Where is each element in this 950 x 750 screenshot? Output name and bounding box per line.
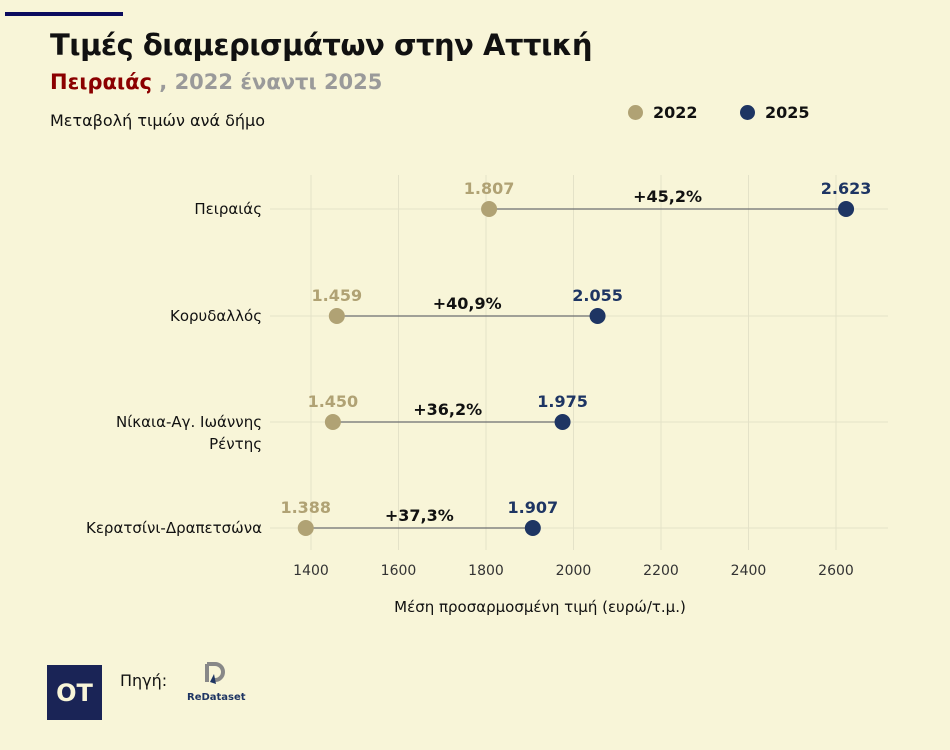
x-tick-label: 1800 <box>468 563 504 579</box>
chart-title: Τιμές διαμερισμάτων στην Αττική <box>50 28 593 62</box>
legend-2022: 2022 <box>628 103 698 122</box>
data-label-2022: 1.807 <box>464 179 515 198</box>
x-tick-label: 2600 <box>818 563 854 579</box>
point-2022 <box>328 308 345 324</box>
svg-text:ReDataset: ReDataset <box>187 692 246 703</box>
x-tick-label: 1400 <box>293 563 329 579</box>
x-tick-label: 1600 <box>381 563 417 579</box>
data-label-2025: 1.907 <box>508 498 559 517</box>
data-label-2025: 1.975 <box>537 392 588 411</box>
point-2025 <box>589 308 606 324</box>
x-tick-label: 2400 <box>731 563 767 579</box>
legend-2025: 2025 <box>740 103 810 122</box>
x-axis-label: Μέση προσαρμοσμένη τιμή (ευρώ/τ.μ.) <box>394 598 686 616</box>
chart-caption: Μεταβολή τιμών ανά δήμο <box>50 111 265 130</box>
point-2022 <box>324 414 341 430</box>
legend-dot-2022 <box>628 105 643 120</box>
change-label: +37,3% <box>385 506 454 525</box>
y-tick-label: Πειραιάς <box>194 200 262 218</box>
subtitle-highlight: Πειραιάς <box>50 70 152 94</box>
change-label: +36,2% <box>413 400 482 419</box>
point-2025 <box>524 520 541 536</box>
chart-subtitle: Πειραιάς , 2022 έναντι 2025 <box>50 70 382 94</box>
change-label: +45,2% <box>633 187 702 206</box>
y-tick-label: Ρέντης <box>209 435 262 453</box>
subtitle-rest: , 2022 έναντι 2025 <box>151 70 383 94</box>
brand-logo: OT <box>47 665 102 720</box>
point-2025 <box>838 201 855 217</box>
legend-dot-2025 <box>740 105 755 120</box>
legend-label-2022: 2022 <box>653 103 698 122</box>
data-label-2025: 2.055 <box>572 286 623 305</box>
y-tick-label: Κορυδαλλός <box>170 307 262 325</box>
data-label-2022: 1.459 <box>312 286 363 305</box>
point-2022 <box>297 520 314 536</box>
x-tick-label: 2000 <box>556 563 592 579</box>
redataset-logo: ReDataset <box>187 662 246 703</box>
x-tick-label: 2200 <box>643 563 679 579</box>
point-2025 <box>554 414 571 430</box>
source-label: Πηγή: <box>120 671 168 690</box>
change-label: +40,9% <box>433 294 502 313</box>
legend-label-2025: 2025 <box>765 103 810 122</box>
point-2022 <box>481 201 498 217</box>
y-tick-label: Νίκαια-Αγ. Ιωάννης <box>116 413 262 431</box>
data-label-2022: 1.388 <box>280 498 331 517</box>
top-accent-bar <box>5 12 123 16</box>
data-label-2025: 2.623 <box>821 179 872 198</box>
y-tick-label: Κερατσίνι-Δραπετσώνα <box>86 519 262 537</box>
data-label-2022: 1.450 <box>308 392 359 411</box>
